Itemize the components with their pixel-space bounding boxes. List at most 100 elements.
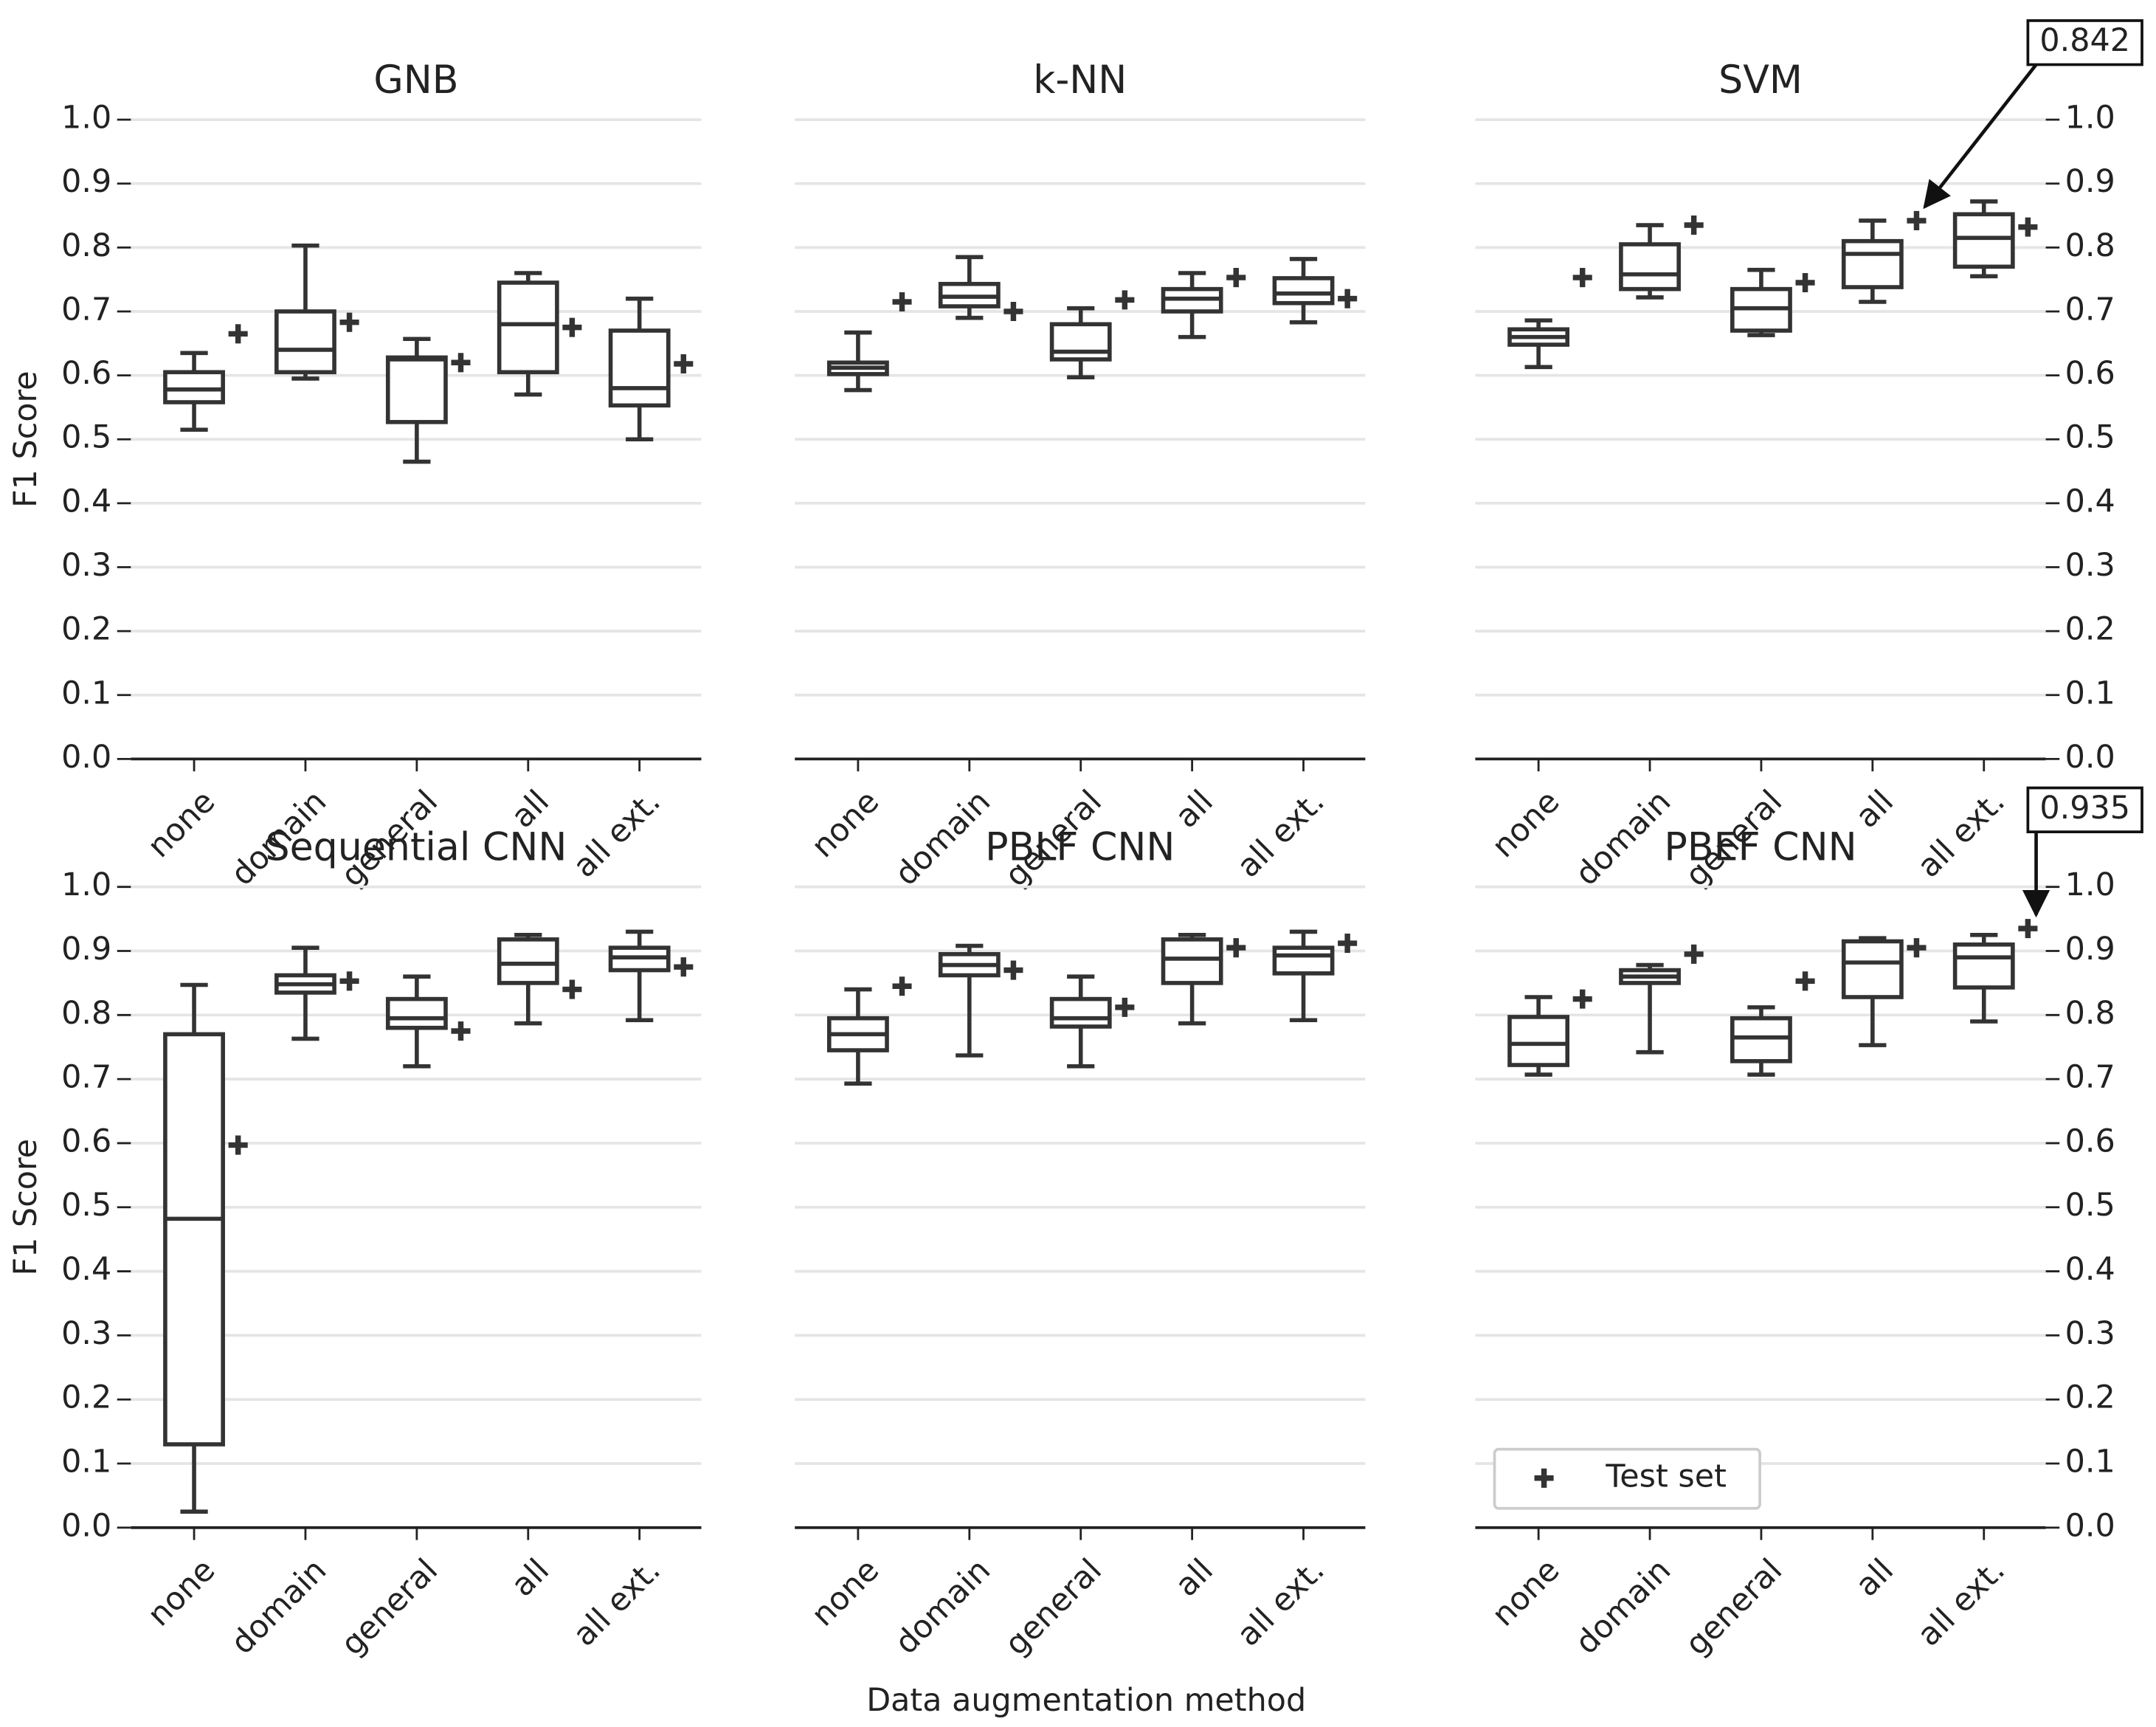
test-marker xyxy=(674,354,694,374)
y-axis-label: F1 Score xyxy=(7,1139,44,1276)
y-tick-label: 0.3 xyxy=(2065,547,2115,584)
panel: GNB 0.0 0.1 0.2 0.3 0.4 0.5 0.6 0.7 0.8 0.9 1.0 F1 S… xyxy=(7,58,702,894)
y-tick-label: 0.9 xyxy=(61,163,111,200)
box xyxy=(1507,1015,1570,1067)
box xyxy=(1049,996,1112,1029)
panel-title: GNB xyxy=(373,58,458,103)
annotation-arrow xyxy=(1923,63,2038,210)
box xyxy=(1952,212,2015,269)
test-marker xyxy=(1226,268,1246,288)
box xyxy=(1841,238,1904,289)
x-tick-label: domain xyxy=(888,1552,998,1662)
y-tick-label: 0.0 xyxy=(61,739,111,776)
y-tick-label: 0.3 xyxy=(61,1315,111,1352)
y-tick-label: 0.8 xyxy=(2065,227,2115,264)
test-marker xyxy=(1907,210,1927,231)
y-tick-label: 0.6 xyxy=(2065,1123,2115,1159)
y-tick-label: 0.4 xyxy=(61,483,111,520)
test-marker xyxy=(2018,919,2038,939)
test-marker xyxy=(892,292,912,312)
y-tick-label: 0.1 xyxy=(2065,1444,2115,1480)
x-tick-label: domain xyxy=(224,1552,334,1662)
box xyxy=(1272,945,1335,976)
x-tick-label: all ext. xyxy=(1230,783,1332,885)
test-marker xyxy=(228,1135,248,1155)
box xyxy=(1841,939,1904,999)
test-marker xyxy=(674,957,694,977)
y-tick-label: 0.1 xyxy=(2065,675,2115,711)
test-marker xyxy=(1226,938,1246,958)
x-tick-label: none xyxy=(1485,1552,1566,1634)
x-tick-label: all xyxy=(1168,1552,1220,1604)
annotation-box xyxy=(2026,19,2143,66)
test-marker xyxy=(1572,989,1592,1009)
y-tick-label: 0.4 xyxy=(2065,483,2115,520)
test-marker xyxy=(451,1021,471,1041)
panel-title: k-NN xyxy=(1033,58,1127,103)
test-marker xyxy=(1572,268,1592,288)
y-tick-label: 0.3 xyxy=(2065,1315,2115,1352)
x-tick-label: general xyxy=(334,1552,446,1664)
y-tick-label: 0.5 xyxy=(61,1187,111,1224)
test-marker xyxy=(2018,217,2038,237)
test-marker xyxy=(1338,934,1358,954)
test-marker xyxy=(339,971,359,991)
y-tick-label: 0.2 xyxy=(61,611,111,648)
y-tick-label: 0.4 xyxy=(2065,1251,2115,1288)
box xyxy=(497,280,559,375)
y-tick-label: 0.8 xyxy=(61,227,111,264)
y-tick-label: 0.7 xyxy=(61,291,111,328)
x-tick-label: all ext. xyxy=(566,783,668,885)
test-marker xyxy=(892,976,912,996)
y-tick-label: 0.5 xyxy=(2065,1187,2115,1224)
x-tick-label: all ext. xyxy=(1910,783,2012,885)
x-axis-label: Data augmentation method xyxy=(866,1682,1306,1719)
x-tick-label: none xyxy=(140,1552,222,1634)
test-marker xyxy=(1115,997,1135,1017)
annotation-label: 0.842 xyxy=(2039,22,2130,59)
annotation-label: 0.935 xyxy=(2039,790,2130,827)
panel-title: SVM xyxy=(1718,58,1803,103)
box xyxy=(385,996,448,1030)
y-tick-label: 0.3 xyxy=(61,547,111,584)
box xyxy=(1161,937,1223,985)
legend-box xyxy=(1493,1447,1761,1510)
box xyxy=(385,355,448,424)
test-marker xyxy=(562,979,582,999)
y-tick-label: 0.5 xyxy=(2065,419,2115,456)
y-tick-label: 1.0 xyxy=(2065,866,2115,903)
box xyxy=(163,1032,225,1447)
panel-title: PBEF CNN xyxy=(1664,825,1856,869)
x-tick-label: domain xyxy=(888,783,998,893)
y-tick-label: 0.0 xyxy=(2065,1507,2115,1544)
test-marker xyxy=(1907,938,1927,958)
y-tick-label: 1.0 xyxy=(61,100,111,137)
box xyxy=(497,937,559,985)
panel-title: Sequential CNN xyxy=(265,825,567,869)
annotation-box xyxy=(2026,786,2143,834)
y-tick-label: 0.5 xyxy=(61,419,111,456)
y-tick-label: 0.2 xyxy=(61,1379,111,1416)
y-tick-label: 0.9 xyxy=(2065,163,2115,200)
y-tick-label: 0.4 xyxy=(61,1251,111,1288)
test-marker xyxy=(451,353,471,373)
test-marker xyxy=(228,324,248,344)
box xyxy=(163,370,225,404)
y-tick-label: 0.9 xyxy=(61,931,111,968)
y-tick-label: 0.6 xyxy=(61,355,111,392)
y-tick-label: 0.6 xyxy=(2065,355,2115,392)
x-tick-label: all xyxy=(504,1552,556,1604)
y-tick-label: 0.1 xyxy=(61,675,111,711)
x-tick-label: general xyxy=(1679,1552,1790,1664)
y-tick-label: 1.0 xyxy=(2065,100,2115,137)
y-tick-label: 0.9 xyxy=(2065,931,2115,968)
test-marker xyxy=(562,317,582,337)
x-tick-label: none xyxy=(804,783,886,865)
box xyxy=(1952,942,2015,990)
panel-title: PBLF CNN xyxy=(985,825,1175,869)
panel: PBLF CNN none domain general all all ext. xyxy=(795,825,1366,1663)
test-marker xyxy=(1684,215,1704,235)
x-tick-label: none xyxy=(804,1552,886,1634)
